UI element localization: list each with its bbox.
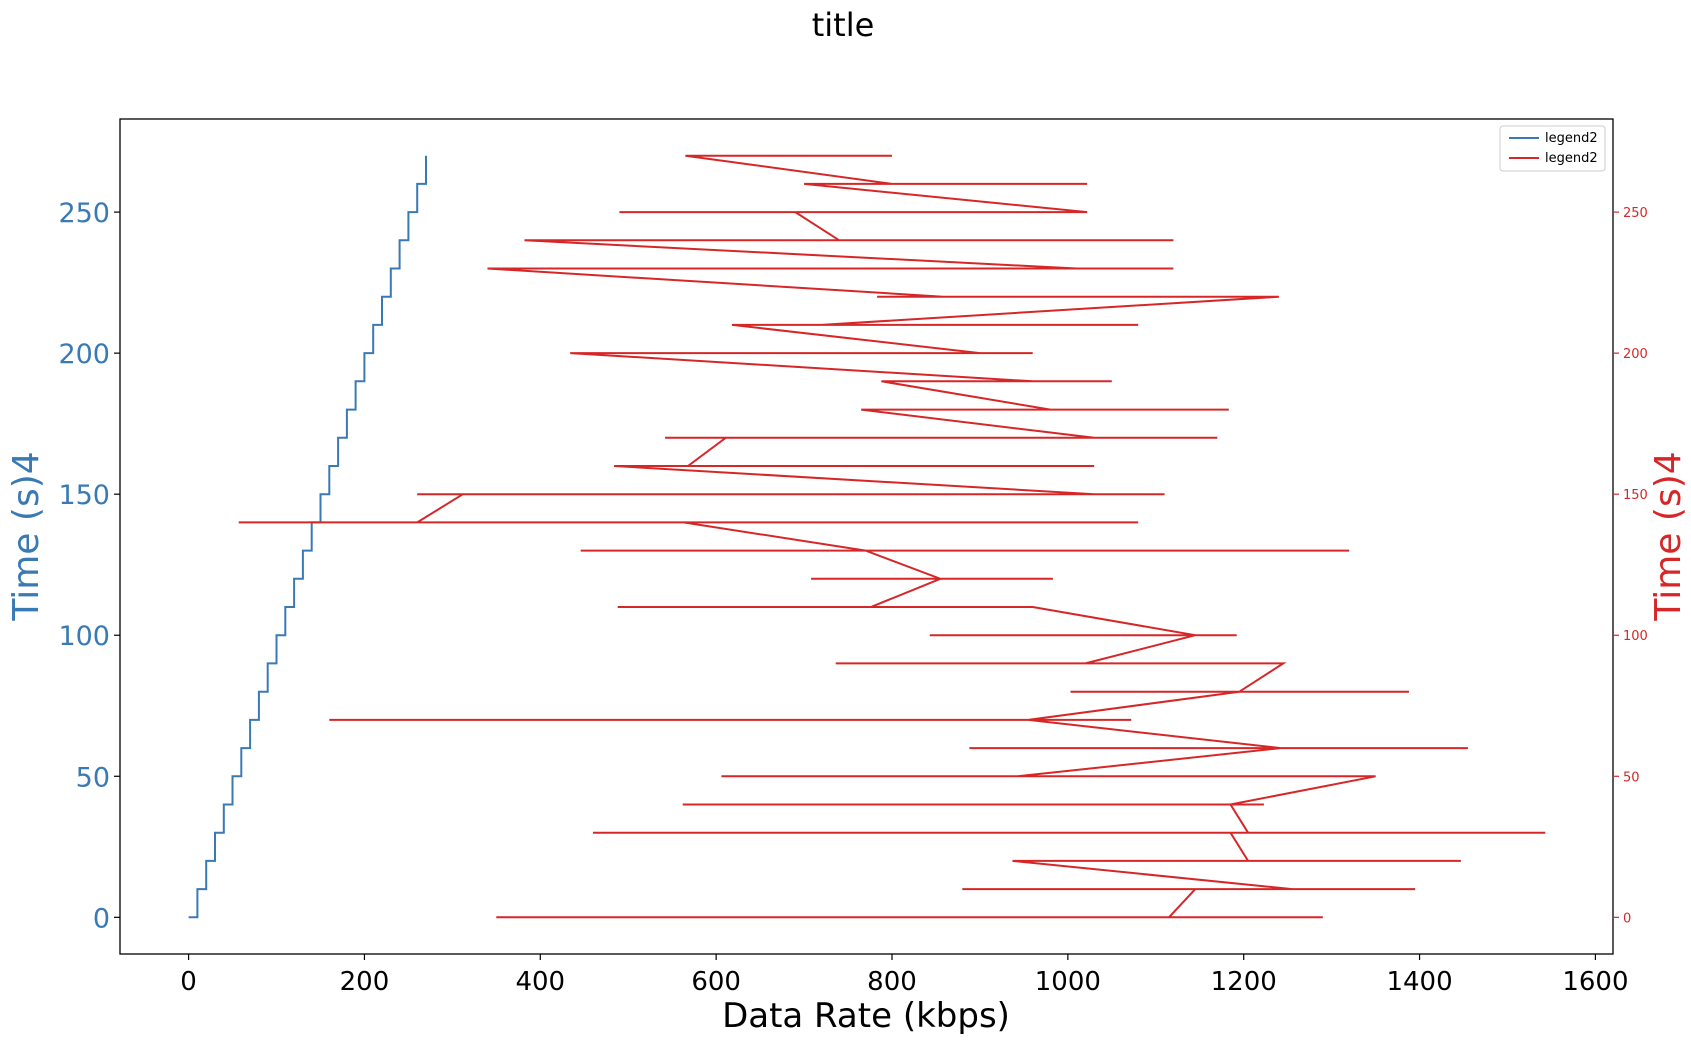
x-tick-label: 600 [691, 967, 741, 997]
legend-label-1: legend2 [1545, 131, 1598, 146]
y-axis-label-right: Time (s)4 [1648, 451, 1689, 621]
series-layer [188, 154, 1546, 919]
x-tick-label: 1400 [1386, 967, 1452, 997]
x-tick-label: 0 [180, 967, 197, 997]
y-tick-label-left: 100 [58, 621, 110, 652]
x-tick-label: 400 [515, 967, 565, 997]
y-tick-label-right: 0 [1623, 911, 1631, 926]
y-tick-label-left: 0 [93, 903, 110, 934]
x-axis: 0 200 400 600 800 1000 1200 1400 1600 [180, 954, 1629, 997]
chart-title: title [812, 6, 875, 44]
legend-label-2: legend2 [1545, 151, 1598, 166]
y-tick-label-left: 50 [76, 762, 110, 793]
series-line-2 [238, 154, 1546, 919]
series-line-1 [188, 155, 427, 919]
y-axis-label-left: Time (s)4 [6, 451, 47, 621]
y-tick-label-right: 250 [1623, 206, 1648, 221]
y-tick-label-left: 250 [58, 198, 110, 229]
legend: legend2 legend2 [1499, 125, 1606, 172]
y-axis-left: 0 50 100 150 200 250 [58, 198, 120, 934]
x-axis-label: Data Rate (kbps) [722, 996, 1010, 1036]
x-tick-label: 1200 [1211, 967, 1277, 997]
y-tick-label-right: 50 [1623, 770, 1640, 785]
y-tick-label-right: 100 [1623, 629, 1648, 644]
x-tick-label: 800 [867, 967, 917, 997]
y-tick-label-left: 150 [58, 480, 110, 511]
y-tick-label-right: 150 [1623, 488, 1648, 503]
plot-frame [119, 118, 1614, 955]
x-tick-label: 200 [340, 967, 390, 997]
x-tick-label: 1000 [1035, 967, 1101, 997]
x-tick-label: 1600 [1562, 967, 1628, 997]
y-tick-label-left: 200 [58, 339, 110, 370]
y-axis-right: 0 50 100 150 200 250 [1613, 206, 1648, 926]
y-tick-label-right: 200 [1623, 347, 1648, 362]
